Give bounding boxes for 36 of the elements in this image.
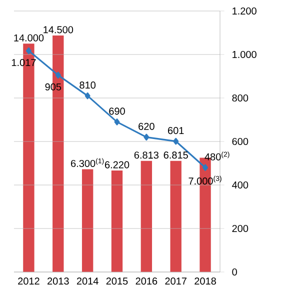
bar: [140, 160, 152, 272]
point: [144, 134, 150, 141]
x-tick-label: 2018: [194, 278, 216, 285]
y2-tick-label: 200: [232, 224, 248, 232]
data-label: 14.000: [14, 34, 44, 42]
point: [55, 72, 61, 79]
data-label: 6.300$^{(1)}$: [71, 158, 104, 168]
data-label: 601: [168, 127, 184, 134]
x-tick-label: 2013: [48, 278, 69, 285]
bar: [111, 170, 123, 272]
y2-tick-label: 0: [232, 268, 237, 276]
x-tick-label: 2014: [76, 278, 98, 285]
data-label: 6.815: [164, 152, 188, 159]
y2-tick-label: 600: [232, 138, 248, 146]
bar: [170, 160, 182, 272]
x-tick-label: 2016: [136, 278, 158, 285]
data-label: 6.813: [134, 152, 159, 159]
point: [173, 138, 179, 145]
data-label: 14.500: [44, 26, 74, 34]
data-label: 620: [138, 122, 154, 130]
data-label: 690: [109, 108, 125, 115]
point: [114, 118, 120, 126]
x-tick-label: 2015: [106, 278, 128, 285]
y2-tick-label: 400: [232, 181, 248, 189]
y2-tick-label: 800: [232, 94, 248, 102]
data-label: 810: [80, 82, 96, 89]
bar: [82, 169, 94, 272]
point: [84, 92, 90, 100]
x-tick-label: 2017: [165, 278, 186, 285]
point: [26, 47, 32, 54]
data-label: 6.220: [104, 161, 130, 168]
x-tick-label: 2012: [18, 278, 40, 285]
data-label: 480$^{(2)}$: [204, 152, 230, 160]
y2-tick-label: 1.200: [232, 7, 256, 15]
point: [202, 164, 208, 171]
y2-tick-label: 1.000: [232, 50, 256, 58]
